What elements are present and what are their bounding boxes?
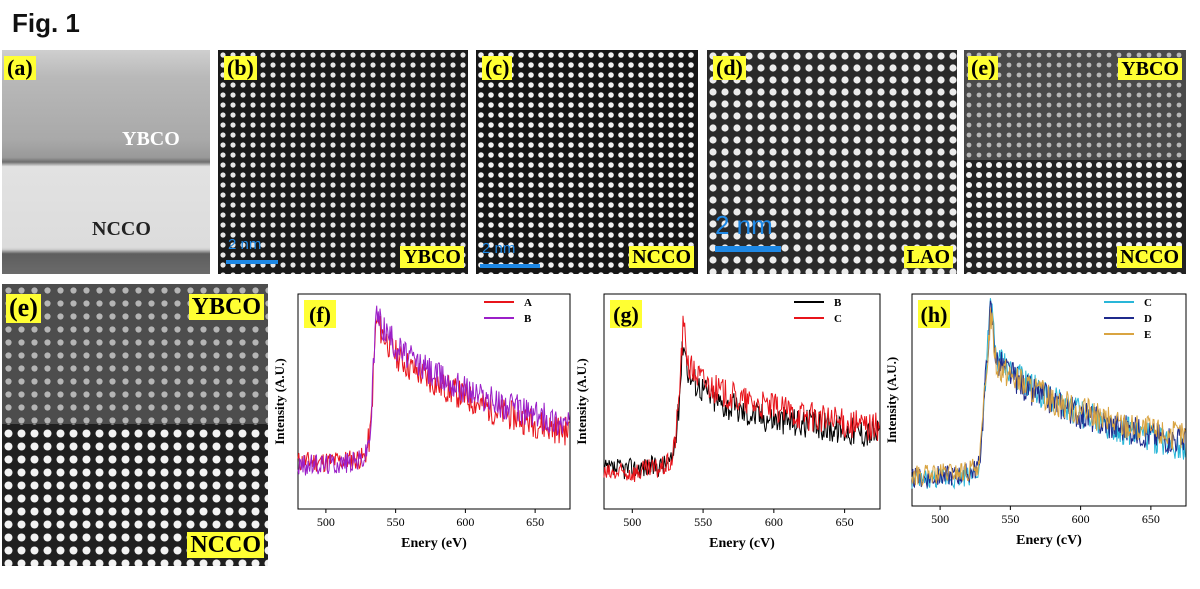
panel-c-lattice: (c) 2 nm NCCO <box>476 50 698 274</box>
series-line-B <box>297 305 570 476</box>
panel-e-large-interface: (e) YBCO NCCO <box>2 284 268 566</box>
chart-h: 500 550 600 650 Enery (cV) Intensity (A.U.) (h… <box>882 284 1196 584</box>
x-axis-label: Enery (cV) <box>709 536 775 551</box>
x-tick-label: 550 <box>1001 512 1019 526</box>
panel-tag-bg <box>918 300 950 328</box>
legend-label-C: C <box>834 313 842 325</box>
panel-tag: (g) <box>613 302 639 327</box>
panel-c-scalebar <box>480 264 540 268</box>
panel-e-interface: (e) YBCO NCCO <box>964 50 1186 274</box>
y-axis-label: Intensity (A.U.) <box>884 357 899 443</box>
panel-b-tag: (b) <box>224 55 257 81</box>
panel-tag-bg <box>610 300 642 328</box>
x-tick-label: 650 <box>1142 512 1160 526</box>
series-line-B <box>603 341 880 480</box>
x-tick-label: 600 <box>765 515 783 529</box>
chart-f-svg: 500 550 600 650 Enery (eV) Intensity (A.U.) (f… <box>272 293 571 551</box>
x-tick-label: 500 <box>931 512 949 526</box>
panel-e2-top-label: YBCO <box>188 294 264 321</box>
x-tick-label: 600 <box>1072 512 1090 526</box>
series-line-A <box>297 315 570 473</box>
panel-b-scale-text: 2 nm <box>228 236 262 253</box>
x-tick-label: 650 <box>836 515 854 529</box>
chart-h-svg: 500 550 600 650 Enery (cV) Intensity (A.U.) (h… <box>884 293 1187 548</box>
panel-e2-tag: (e) <box>6 293 41 323</box>
x-tick-label: 550 <box>694 515 712 529</box>
chart-f: 500 550 600 650 Enery (eV) Intensity (A.U.) (f… <box>270 284 580 584</box>
plot-frame <box>603 293 881 510</box>
panel-a-ncco-label: NCCO <box>92 218 151 240</box>
panel-tag-bg <box>304 300 336 328</box>
legend-label-D: D <box>1144 313 1152 325</box>
plot-frame <box>297 293 571 510</box>
panel-c-scale-text: 2 nm <box>482 240 516 257</box>
panel-d-tag: (d) <box>713 55 746 81</box>
panel-c-material: NCCO <box>629 246 694 268</box>
panel-b-lattice: (b) 2 nm YBCO <box>218 50 468 274</box>
legend-label-E: E <box>1144 329 1151 341</box>
legend-label-B: B <box>834 297 842 309</box>
series-line-E <box>911 307 1186 488</box>
panel-d-scale-text: 2 nm <box>715 210 773 240</box>
panel-b-scalebar <box>226 260 278 264</box>
panel-a-ybco-label: YBCO <box>122 128 180 150</box>
x-axis-label: Enery (eV) <box>401 536 467 551</box>
x-axis-label: Enery (cV) <box>1016 533 1082 548</box>
panel-e-top-label: YBCO <box>1118 58 1182 80</box>
panel-b-material: YBCO <box>400 246 464 268</box>
panel-d-lattice: (d) 2 nm LAO <box>707 50 957 274</box>
panel-c-tag: (c) <box>482 55 513 81</box>
legend-label-B: B <box>524 313 532 325</box>
x-tick-label: 650 <box>526 515 544 529</box>
x-tick-label: 500 <box>317 515 335 529</box>
panel-e-bottom-label: NCCO <box>1117 246 1182 268</box>
legend-label-C: C <box>1144 297 1152 309</box>
legend-label-A: A <box>524 297 532 309</box>
x-tick-label: 500 <box>623 515 641 529</box>
y-axis-label: Intensity (A.U.) <box>272 358 287 444</box>
chart-g: 500 550 600 650 Enery (cV) Intensity (A.U.) (g… <box>572 284 890 584</box>
panel-e2-bottom-label: NCCO <box>187 531 264 558</box>
panel-a-tag: (a) <box>4 55 36 81</box>
panel-tag: (f) <box>309 302 331 327</box>
figure-title: Fig. 1 <box>12 8 80 38</box>
panel-d-scalebar <box>715 246 781 252</box>
chart-g-svg: 500 550 600 650 Enery (cV) Intensity (A.U.) (g… <box>574 293 881 551</box>
y-axis-label: Intensity (A.U.) <box>574 358 589 444</box>
x-tick-label: 600 <box>456 515 474 529</box>
panel-e-tag: (e) <box>968 55 999 81</box>
series-line-C <box>603 315 880 483</box>
panel-d-material: LAO <box>903 246 953 268</box>
x-tick-label: 550 <box>387 515 405 529</box>
panel-tag: (h) <box>921 302 948 327</box>
panel-a-overview: (a) YBCO NCCO <box>2 50 210 274</box>
